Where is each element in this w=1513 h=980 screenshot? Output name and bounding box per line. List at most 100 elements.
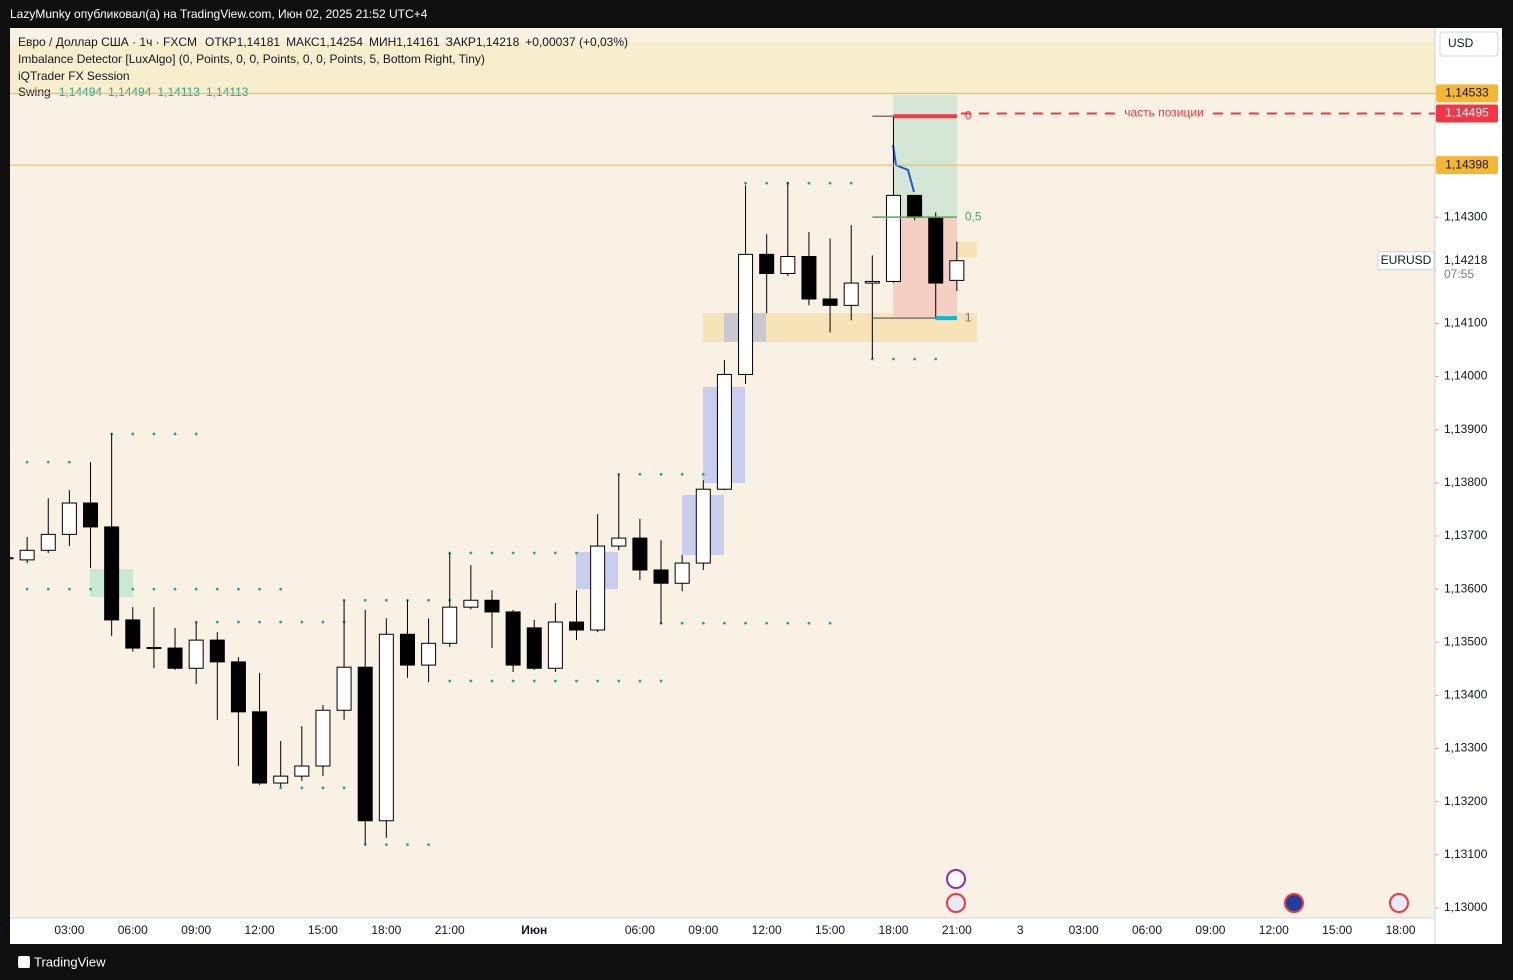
candle-up (885, 194, 901, 282)
candle-up (378, 633, 394, 822)
swing-dot (89, 587, 92, 591)
candle-up (421, 642, 437, 666)
session-top (10, 42, 1435, 95)
swing-dot (300, 620, 304, 624)
swing-value: 1,14113 (157, 85, 200, 99)
swing-dot (892, 357, 895, 361)
legend: Евро / Доллар США · 1ч · FXCM ОТКР1,14181… (18, 35, 628, 99)
x-tick-label: 21:00 (942, 923, 972, 937)
event-icon[interactable] (1389, 893, 1409, 913)
candle-down (822, 298, 838, 306)
y-tick-label: 1,13600 (1444, 581, 1488, 595)
swing-dot (321, 620, 325, 624)
swing-dot (807, 181, 811, 185)
x-tick-label: 09:00 (181, 923, 211, 937)
legend-line: Евро / Доллар США · 1ч · FXCM ОТКР1,14181… (18, 35, 628, 49)
swing-dot (765, 181, 769, 185)
y-tick-label: 1,13500 (1444, 634, 1488, 648)
x-tick-label: 03:00 (1069, 923, 1099, 937)
price-badge-label: 1,14533 (1445, 86, 1489, 100)
candle-up (864, 280, 880, 284)
candle-up (336, 666, 352, 711)
swing-dot (807, 621, 811, 625)
price-badge (1436, 104, 1498, 123)
swing-dot (828, 621, 832, 625)
currency: USD (1448, 36, 1474, 50)
swing-dot (723, 621, 726, 625)
swing-dot (596, 679, 600, 683)
brand-logo (18, 956, 30, 968)
candle-up (738, 253, 754, 375)
candle-down (399, 633, 415, 666)
swing-dot (152, 587, 156, 591)
swing-dot (427, 598, 430, 602)
position-profit (893, 95, 957, 217)
last-price-label: 1,14218 (1444, 253, 1488, 267)
swing-dot (279, 587, 283, 591)
candle-down (83, 502, 99, 528)
x-tick-label: 09:00 (688, 923, 718, 937)
swing-dot (152, 432, 156, 436)
swing-dot (511, 551, 515, 555)
candle-down (167, 647, 183, 669)
swing-dot (258, 620, 261, 624)
x-tick-label: 0 (0, 923, 6, 937)
event-icon[interactable] (1284, 893, 1304, 913)
candle-down (484, 599, 500, 613)
profile-line (892, 144, 915, 193)
swing-dot (173, 587, 177, 591)
swing-dot (237, 620, 240, 624)
position-label: 0 (965, 108, 972, 122)
swing-dot (173, 432, 177, 436)
candle-up (188, 639, 204, 669)
swing-dot (701, 621, 705, 625)
x-tick-label: 12:00 (245, 923, 275, 937)
x-tick-label: 18:00 (878, 923, 908, 937)
price-badge-label: 1,14495 (1445, 106, 1489, 120)
candle-up (590, 545, 606, 631)
x-tick-label: 09:00 (1195, 923, 1225, 937)
swing-legend: Swing 1,14494 1,14494 1,14113 1,14113 (18, 85, 249, 99)
swing-dot (490, 551, 494, 555)
price-axis (1435, 28, 1502, 918)
swing-dot (638, 472, 642, 476)
candle-down (801, 255, 817, 300)
candle-up (674, 562, 690, 584)
event-icons (946, 869, 1409, 913)
swing-dot (215, 620, 219, 624)
swing-dot (46, 587, 50, 591)
swing-dot (701, 472, 705, 476)
candle-down (928, 216, 944, 284)
position-label: 1 (965, 310, 972, 324)
swing-dot (638, 679, 642, 683)
swing-dot (384, 598, 388, 602)
swing-dot (553, 679, 557, 683)
candle-up (294, 765, 310, 777)
candle-down (907, 194, 923, 218)
legend-ohlc: МИН1,14161 (369, 35, 440, 49)
event-icon[interactable] (946, 893, 966, 913)
swing-dot (384, 843, 388, 847)
y-tick-label: 1,13900 (1444, 422, 1488, 436)
event-icon[interactable] (946, 869, 966, 889)
swing-dot (194, 432, 198, 436)
candle-down (209, 639, 225, 663)
swing-dot (342, 786, 346, 790)
swing-dot (279, 620, 283, 624)
x-tick-label: 18:00 (371, 923, 401, 937)
swing-dot (744, 621, 747, 625)
currency-box[interactable] (1439, 31, 1499, 57)
swing-dot (575, 551, 578, 555)
y-tick-label: 1,13400 (1444, 688, 1488, 702)
swing-dot (406, 843, 409, 847)
x-tick-label: 15:00 (308, 923, 338, 937)
x-tick-label: 06:00 (1132, 923, 1162, 937)
candle-down (653, 569, 669, 584)
candle-up (780, 255, 796, 274)
candle-up (843, 282, 859, 306)
swing-dot (490, 679, 494, 683)
candle-up (40, 533, 56, 551)
candle-down (569, 621, 585, 631)
candle-up (716, 373, 732, 490)
y-tick-label: 1,13100 (1444, 847, 1488, 861)
